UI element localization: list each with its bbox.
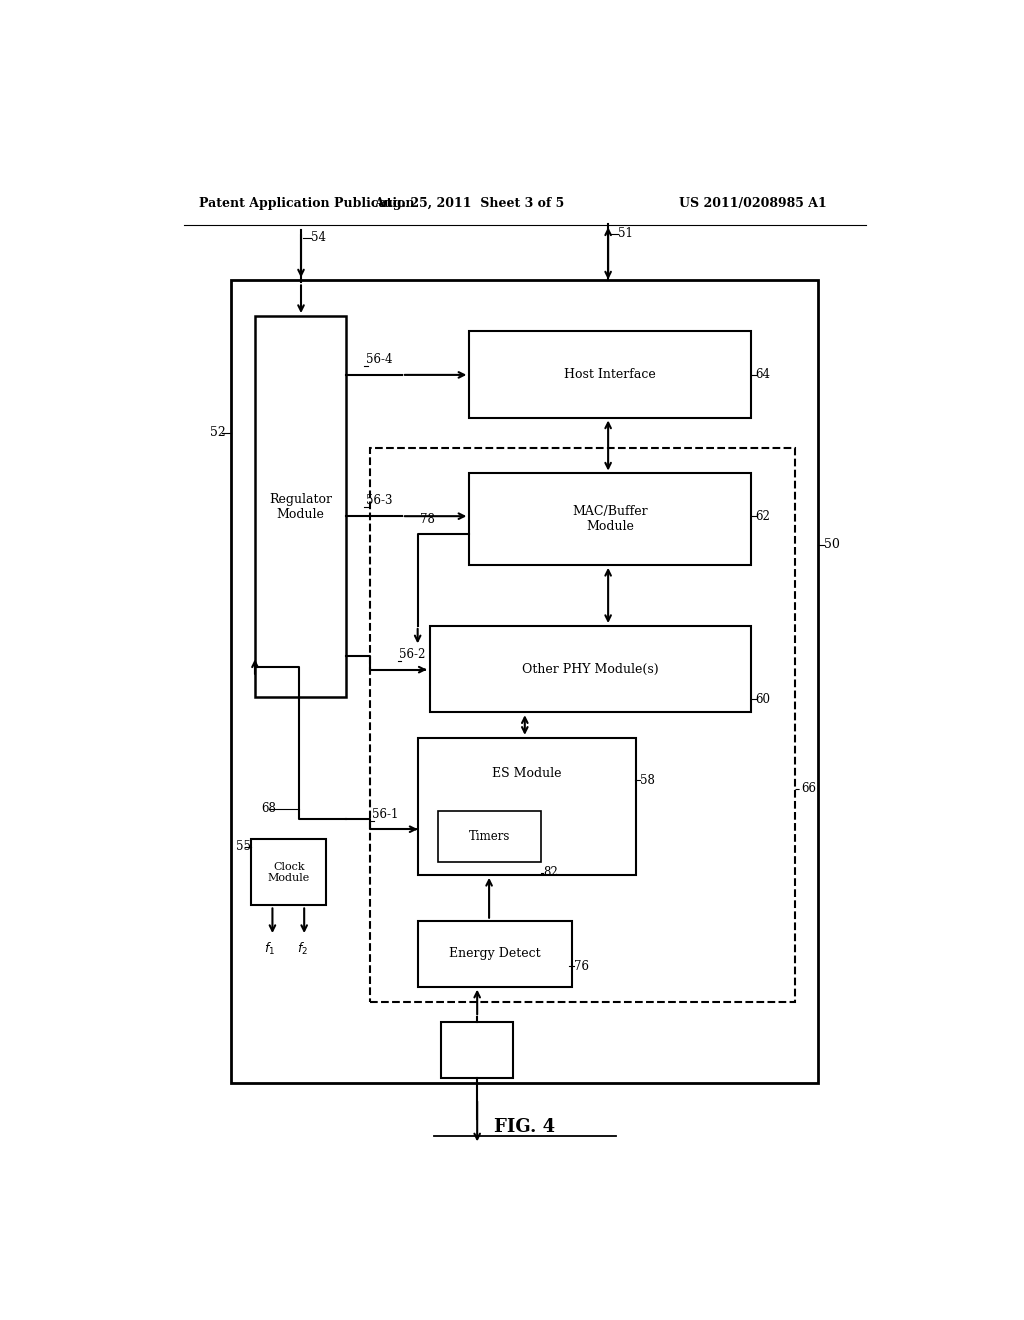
Text: Regulator
Module: Regulator Module	[269, 492, 332, 520]
Text: 54: 54	[310, 231, 326, 244]
Text: Aug. 25, 2011  Sheet 3 of 5: Aug. 25, 2011 Sheet 3 of 5	[374, 197, 564, 210]
FancyBboxPatch shape	[231, 280, 818, 1084]
Text: US 2011/0208985 A1: US 2011/0208985 A1	[679, 197, 826, 210]
Text: $f_1$: $f_1$	[264, 941, 274, 957]
Text: 56-1: 56-1	[373, 808, 398, 821]
Text: 56-3: 56-3	[367, 494, 392, 507]
Text: 55: 55	[236, 840, 251, 853]
FancyBboxPatch shape	[418, 738, 636, 875]
Text: Timers: Timers	[468, 830, 510, 843]
FancyBboxPatch shape	[255, 315, 346, 697]
Text: Energy Detect: Energy Detect	[450, 948, 541, 960]
Text: 56-2: 56-2	[399, 648, 426, 660]
FancyBboxPatch shape	[251, 840, 327, 906]
Text: 56-4: 56-4	[367, 352, 392, 366]
Text: ES Module: ES Module	[493, 767, 561, 780]
Text: 76: 76	[574, 960, 589, 973]
FancyBboxPatch shape	[441, 1022, 513, 1078]
Text: 82: 82	[543, 866, 558, 879]
Text: 58: 58	[640, 774, 654, 787]
Text: Patent Application Publication: Patent Application Publication	[200, 197, 415, 210]
Text: 51: 51	[618, 227, 633, 240]
Text: 50: 50	[824, 539, 840, 552]
Text: 68: 68	[261, 803, 276, 816]
Text: MAC/Buffer
Module: MAC/Buffer Module	[572, 506, 648, 533]
Text: 66: 66	[801, 781, 816, 795]
FancyBboxPatch shape	[437, 810, 541, 862]
Text: Clock
Module: Clock Module	[267, 862, 310, 883]
FancyBboxPatch shape	[430, 626, 751, 713]
FancyBboxPatch shape	[370, 447, 795, 1002]
Text: 62: 62	[756, 510, 771, 523]
Text: 52: 52	[210, 426, 225, 440]
Text: Host Interface: Host Interface	[564, 368, 656, 381]
Text: 78: 78	[420, 513, 435, 527]
Text: FIG. 4: FIG. 4	[495, 1118, 555, 1137]
FancyBboxPatch shape	[469, 331, 751, 417]
Text: $f_2$: $f_2$	[297, 941, 308, 957]
Text: Other PHY Module(s): Other PHY Module(s)	[522, 663, 658, 676]
FancyBboxPatch shape	[469, 474, 751, 565]
Text: 60: 60	[756, 693, 771, 706]
Text: 64: 64	[756, 368, 771, 381]
FancyBboxPatch shape	[418, 921, 572, 987]
